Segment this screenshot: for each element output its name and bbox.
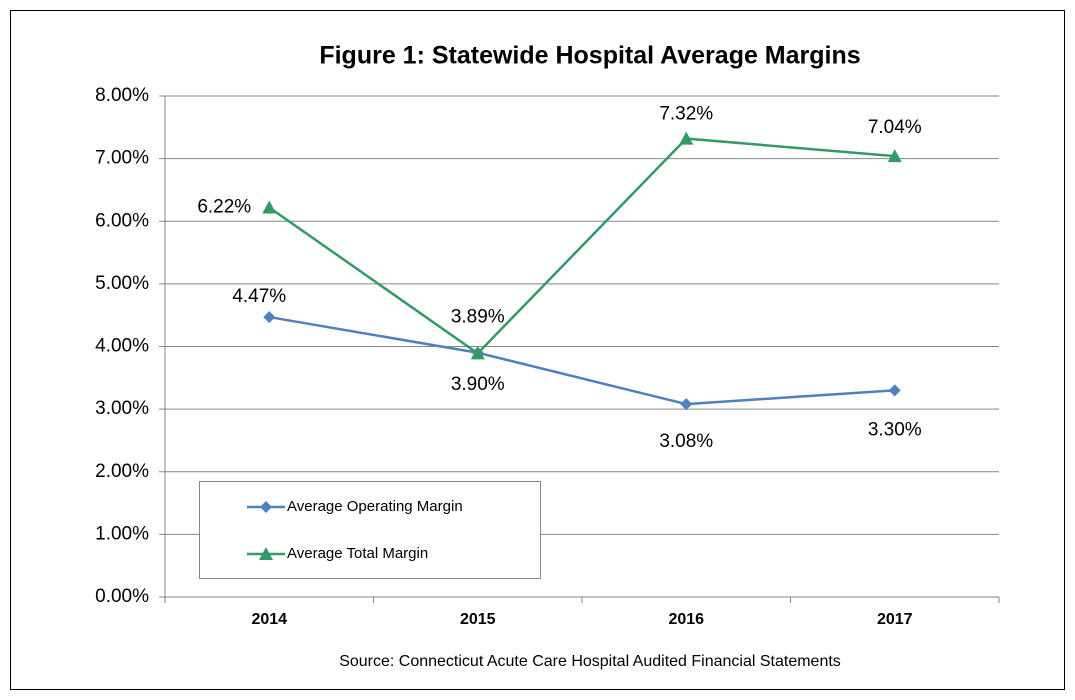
- y-tick-label: 8.00%: [95, 85, 149, 106]
- y-tick-label: 7.00%: [95, 148, 149, 169]
- y-tick-label: 5.00%: [95, 273, 149, 294]
- y-tick-label: 3.00%: [95, 398, 149, 419]
- y-tick-label: 1.00%: [95, 523, 149, 544]
- marker: [680, 398, 693, 411]
- marker: [470, 346, 485, 360]
- legend-label: Average Total Margin: [287, 545, 428, 562]
- marker: [887, 149, 902, 163]
- marker: [679, 131, 694, 145]
- series-line: [269, 315, 895, 406]
- chart-title: Figure 1: Statewide Hospital Average Mar…: [319, 42, 860, 70]
- y-tick-label: 4.00%: [95, 336, 149, 357]
- source-note: Source: Connecticut Acute Care Hospital …: [339, 653, 841, 670]
- y-tick-label: 0.00%: [95, 586, 149, 607]
- legend-label: Average Operating Margin: [287, 498, 463, 515]
- marker: [888, 384, 901, 397]
- x-tick-label: 2014: [251, 611, 287, 628]
- data-label: 3.89%: [451, 306, 505, 327]
- data-label: 7.32%: [659, 104, 713, 125]
- x-tick-label: 2015: [460, 611, 496, 628]
- y-tick-label: 6.00%: [95, 210, 149, 231]
- data-label: 3.30%: [868, 419, 922, 440]
- legend-box: [199, 481, 541, 579]
- x-tick-label: 2016: [668, 611, 704, 628]
- marker: [262, 200, 277, 214]
- marker: [263, 311, 276, 324]
- data-label: 7.04%: [868, 117, 922, 138]
- legend-marker: [260, 501, 272, 513]
- data-label: 3.90%: [451, 374, 505, 395]
- data-label: 3.08%: [659, 431, 713, 452]
- data-label: 4.47%: [232, 286, 286, 307]
- y-tick-label: 2.00%: [95, 461, 149, 482]
- x-tick-label: 2017: [877, 611, 913, 628]
- data-label: 6.22%: [197, 196, 251, 217]
- series-line: [268, 137, 895, 356]
- legend-marker: [259, 547, 273, 560]
- chart-border: [10, 10, 1065, 690]
